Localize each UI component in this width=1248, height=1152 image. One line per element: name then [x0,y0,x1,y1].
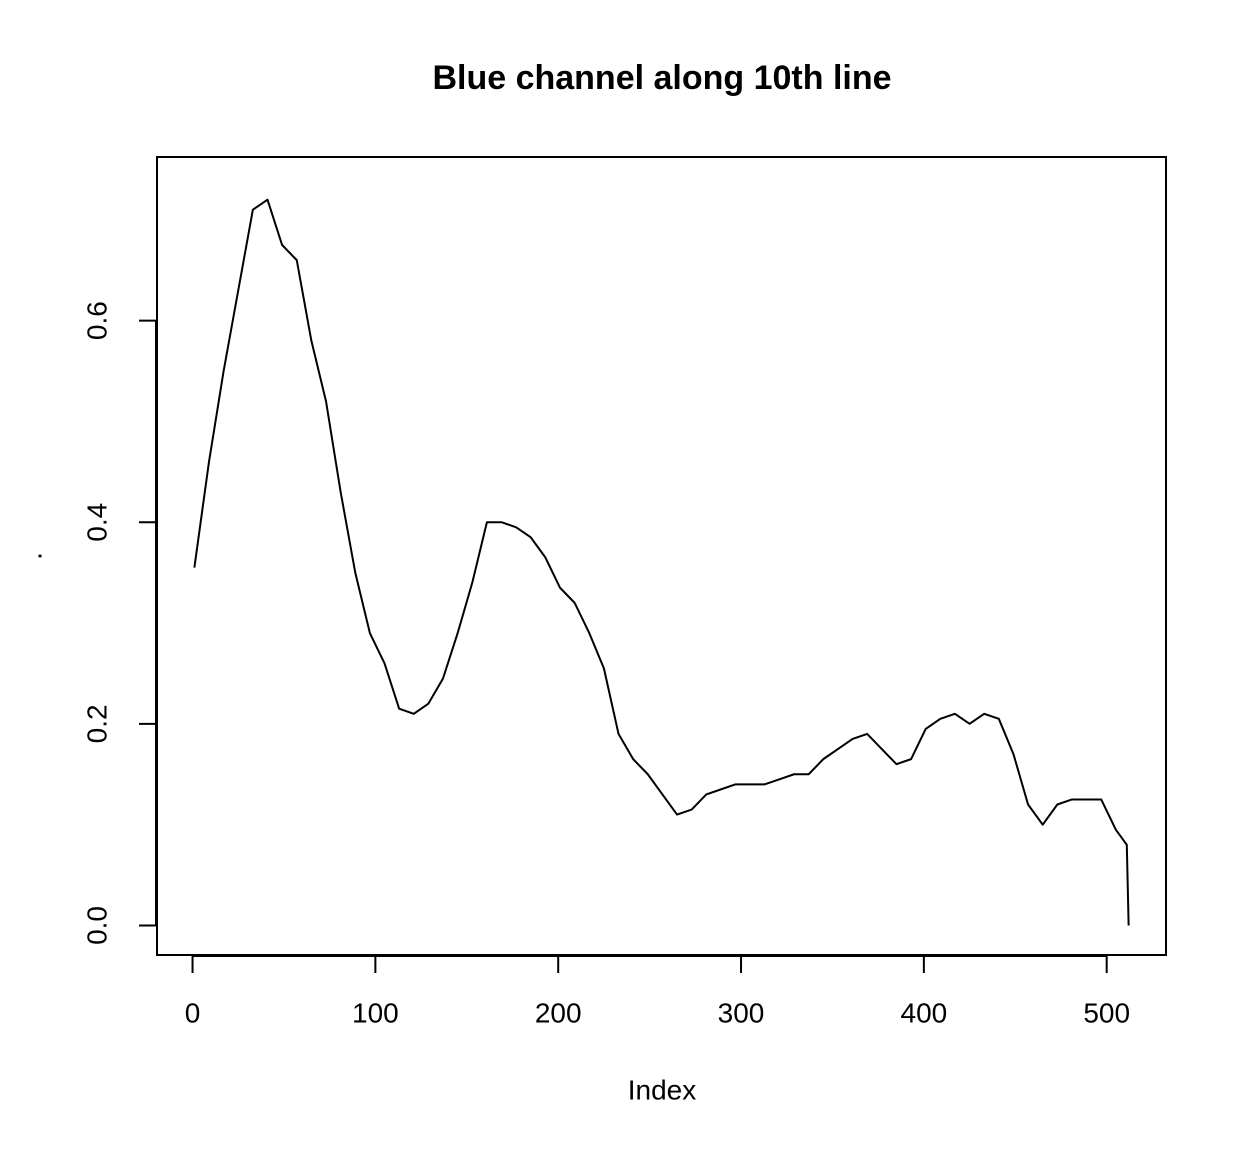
data-line [193,198,1130,926]
y-tick-label: 0.0 [81,906,112,945]
x-tick-label: 0 [185,997,201,1028]
y-tick-label: 0.4 [81,503,112,542]
y-tick-label: 0.2 [81,704,112,743]
y-axis-label: . [16,552,47,560]
x-axis-label: Index [628,1074,697,1105]
chart-title: Blue channel along 10th line [432,59,891,97]
x-tick-label: 500 [1083,997,1130,1028]
x-tick-label: 400 [901,997,948,1028]
x-tick-label: 300 [718,997,765,1028]
x-tick-label: 200 [535,997,582,1028]
x-tick-label: 100 [352,997,399,1028]
y-tick-label: 0.6 [81,301,112,340]
